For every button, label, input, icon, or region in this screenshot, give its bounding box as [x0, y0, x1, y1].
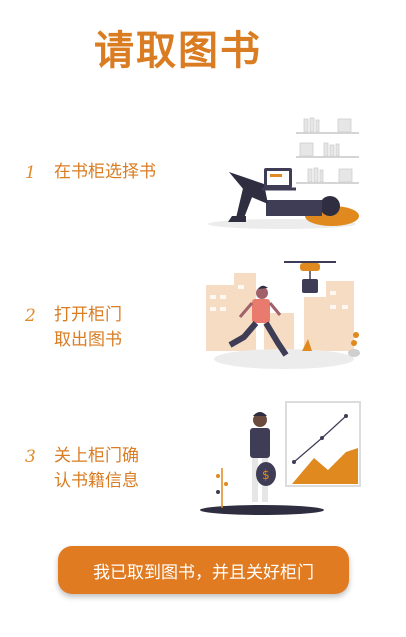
- svg-text:$: $: [262, 468, 270, 482]
- step-instruction-line: 关上柜门确: [54, 446, 139, 466]
- reading-person-illustration: [208, 117, 359, 229]
- step-instruction: 在书柜选择书: [54, 160, 156, 185]
- confirm-pickup-button[interactable]: 我已取到图书，并且关好柜门: [58, 546, 349, 594]
- step-number: 2: [25, 306, 36, 326]
- step-instruction-line: 取出图书: [54, 330, 122, 350]
- step-instruction-line: 认书籍信息: [54, 471, 139, 491]
- money-bag-chart-illustration: $: [200, 401, 361, 515]
- step-instruction: 关上柜门确 认书籍信息: [54, 444, 139, 494]
- running-person-drone-illustration: [206, 261, 360, 369]
- step-instruction-line: 打开柜门: [54, 305, 122, 325]
- step-number: 3: [25, 447, 36, 467]
- step-number: 1: [25, 163, 36, 183]
- page-title: 请取图书: [94, 28, 262, 74]
- step-instruction-line: 在书柜选择书: [54, 162, 156, 182]
- step-instruction: 打开柜门 取出图书: [54, 303, 122, 353]
